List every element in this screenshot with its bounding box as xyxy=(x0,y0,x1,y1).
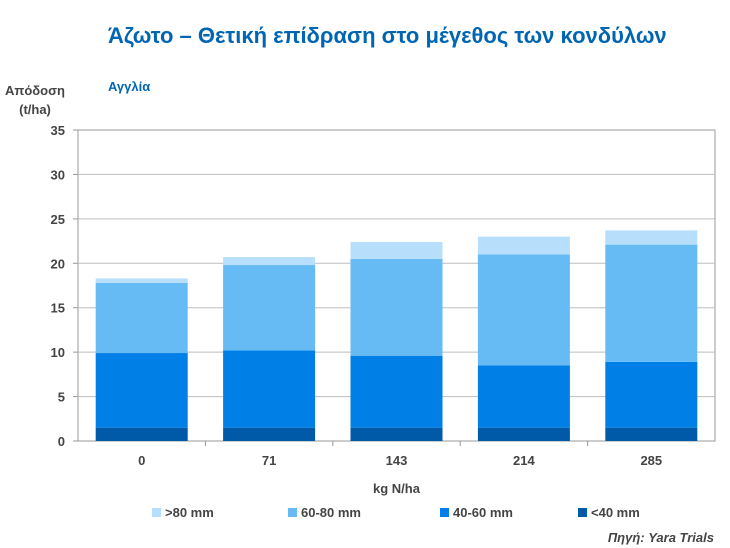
bar-segment xyxy=(605,361,698,428)
source-note: Πηγή: Yara Trials xyxy=(607,530,714,545)
bar-segment xyxy=(350,427,443,441)
legend-swatch xyxy=(440,508,449,517)
y-tick-label: 20 xyxy=(51,256,65,271)
bar-segment xyxy=(605,230,698,245)
legend-label: 40-60 mm xyxy=(453,505,513,520)
y-tick-label: 35 xyxy=(51,123,65,138)
chart-title: Άζωτο – Θετική επίδραση στο μέγεθος των … xyxy=(108,23,667,48)
y-axis-label: Απόδοση (t/ha) xyxy=(5,83,65,117)
bar-segment xyxy=(95,282,188,354)
bar-segment xyxy=(605,427,698,441)
y-tick-label: 15 xyxy=(51,301,65,316)
y-tick-label: 25 xyxy=(51,212,65,227)
bar-segment xyxy=(95,353,188,428)
legend-label: >80 mm xyxy=(165,505,214,520)
bar-segment xyxy=(477,365,570,428)
bar-segment xyxy=(605,244,698,362)
bar-segment xyxy=(223,257,316,266)
bar-segment xyxy=(350,241,443,259)
bar-segment xyxy=(350,355,443,428)
bar-segment xyxy=(350,258,443,356)
y-tick-label: 30 xyxy=(51,167,65,182)
y-tick-label: 0 xyxy=(58,434,65,449)
x-tick-label: 0 xyxy=(138,453,145,468)
bar-segment xyxy=(95,278,188,283)
legend-swatch xyxy=(578,508,587,517)
legend-label: 60-80 mm xyxy=(301,505,361,520)
bar-segment xyxy=(477,236,570,255)
bar-segment xyxy=(477,254,570,366)
x-tick-label: 143 xyxy=(386,453,408,468)
bar-segment xyxy=(223,265,316,351)
x-tick-label: 71 xyxy=(262,453,276,468)
chart-subtitle: Αγγλία xyxy=(108,79,151,94)
legend: >80 mm 60-80 mm 40-60 mm <40 mm xyxy=(152,505,640,520)
legend-label: <40 mm xyxy=(591,505,640,520)
x-tick-label: 214 xyxy=(513,453,535,468)
plot-area: 0 5 10 15 20 25 30 35 0 71 143 214 285 xyxy=(51,123,716,468)
bar-segment xyxy=(95,427,188,441)
y-tick-label: 10 xyxy=(51,345,65,360)
x-tick-label: 285 xyxy=(640,453,662,468)
x-axis-label: kg N/ha xyxy=(373,481,421,496)
bar-segment xyxy=(223,427,316,441)
legend-swatch xyxy=(152,508,161,517)
y-tick-label: 5 xyxy=(58,390,65,405)
bar-segment xyxy=(477,427,570,441)
bar-segment xyxy=(223,350,316,428)
legend-swatch xyxy=(288,508,297,517)
